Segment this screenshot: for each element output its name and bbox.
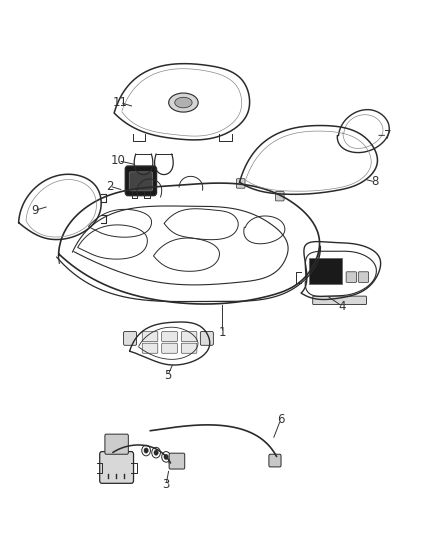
FancyBboxPatch shape: [142, 343, 158, 353]
FancyBboxPatch shape: [181, 332, 197, 342]
FancyBboxPatch shape: [181, 343, 197, 353]
FancyBboxPatch shape: [129, 172, 152, 191]
Text: 6: 6: [277, 414, 284, 426]
FancyBboxPatch shape: [200, 332, 213, 345]
FancyBboxPatch shape: [313, 296, 367, 304]
FancyBboxPatch shape: [276, 191, 284, 201]
Circle shape: [154, 450, 158, 455]
FancyBboxPatch shape: [237, 179, 245, 188]
Circle shape: [144, 448, 148, 453]
Text: 9: 9: [31, 204, 39, 217]
FancyBboxPatch shape: [100, 451, 134, 483]
FancyBboxPatch shape: [169, 453, 185, 469]
FancyBboxPatch shape: [125, 166, 156, 196]
FancyBboxPatch shape: [162, 332, 177, 342]
Text: 5: 5: [164, 369, 172, 382]
Text: 4: 4: [339, 300, 346, 313]
FancyBboxPatch shape: [162, 343, 177, 353]
FancyBboxPatch shape: [309, 258, 342, 285]
FancyBboxPatch shape: [105, 434, 128, 454]
Circle shape: [171, 459, 176, 465]
FancyBboxPatch shape: [346, 272, 357, 282]
Text: 8: 8: [371, 175, 379, 188]
FancyBboxPatch shape: [124, 332, 137, 345]
Ellipse shape: [169, 93, 198, 112]
FancyBboxPatch shape: [269, 454, 281, 467]
Text: 10: 10: [111, 154, 126, 167]
Text: 1: 1: [219, 326, 226, 339]
FancyBboxPatch shape: [358, 272, 369, 282]
Ellipse shape: [175, 98, 192, 108]
FancyBboxPatch shape: [142, 332, 158, 342]
Text: 11: 11: [113, 96, 127, 109]
Text: 2: 2: [106, 180, 113, 192]
Text: 7: 7: [384, 129, 391, 142]
Text: 3: 3: [162, 478, 170, 491]
Circle shape: [164, 454, 168, 459]
